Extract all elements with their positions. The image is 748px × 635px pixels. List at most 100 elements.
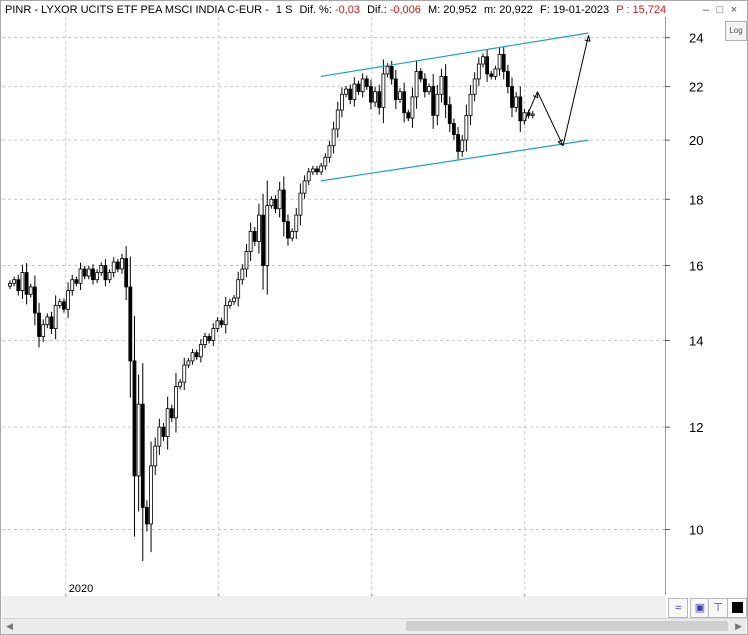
candle-body xyxy=(111,261,116,273)
dif-value: -0,006 xyxy=(389,4,421,16)
candle-body xyxy=(174,386,178,419)
candle-body xyxy=(381,73,386,108)
candle-body xyxy=(460,139,465,152)
candle-body xyxy=(194,352,199,358)
candle-body xyxy=(414,71,419,98)
candle-body xyxy=(431,86,436,116)
zoom-icon[interactable]: ≈ xyxy=(668,598,688,618)
candle-body xyxy=(182,364,187,383)
candle-body xyxy=(356,83,361,93)
color-square-icon[interactable] xyxy=(727,598,747,618)
candle-body xyxy=(452,123,456,135)
minimize-icon[interactable]: – xyxy=(702,4,710,16)
candle-body xyxy=(70,279,75,292)
candle-body xyxy=(340,93,344,111)
candle-body xyxy=(389,66,394,80)
candle-body xyxy=(518,96,523,122)
candle-body xyxy=(447,104,452,124)
candle-body xyxy=(149,465,153,525)
candle-body xyxy=(485,56,490,75)
candle-body xyxy=(161,426,166,437)
candle-body xyxy=(244,251,249,270)
candle-body xyxy=(53,305,58,329)
candle-body xyxy=(505,71,510,87)
max-value: 20,952 xyxy=(443,4,477,16)
candle-body xyxy=(203,336,207,345)
chart-header: PINR - LYXOR UCITS ETF PEA MSCI INDIA C-… xyxy=(5,4,666,16)
candle-body xyxy=(16,279,21,292)
close-icon[interactable]: × xyxy=(730,4,738,16)
save-icon[interactable]: ▣ xyxy=(690,598,710,618)
candle-body xyxy=(323,156,328,167)
x-extra-label: 2020 xyxy=(69,583,93,595)
channel-upper-line xyxy=(320,32,589,78)
projection-segment xyxy=(562,35,589,146)
candle-body xyxy=(302,180,307,194)
horizontal-scrollbar[interactable]: ◀ ▶ xyxy=(2,618,746,634)
candle-body xyxy=(369,86,373,103)
candle-body xyxy=(306,171,311,182)
candle-body xyxy=(290,231,295,239)
candle-body xyxy=(344,88,348,95)
dif-pct-label: Dif. %: xyxy=(299,4,332,16)
candle-body xyxy=(406,112,411,119)
candle-body xyxy=(207,336,212,341)
candle-body xyxy=(335,109,340,130)
candle-body xyxy=(190,352,195,362)
candle-body xyxy=(157,426,162,447)
candle-body xyxy=(49,316,54,329)
projection-arrowhead xyxy=(584,35,591,42)
y-tick-label: 24 xyxy=(689,31,703,46)
scroll-right-icon[interactable]: ▶ xyxy=(735,621,742,631)
candle-body xyxy=(12,279,17,284)
candle-body xyxy=(331,128,336,147)
projection-segment xyxy=(524,91,538,121)
scroll-left-icon[interactable]: ◀ xyxy=(6,621,13,631)
candle-body xyxy=(95,272,100,281)
candle-body xyxy=(120,258,124,270)
candle-body xyxy=(468,93,473,116)
candle-body xyxy=(402,91,407,114)
channel-lower-line xyxy=(320,139,589,182)
log-scale-button[interactable]: Log xyxy=(725,21,747,41)
candle-body xyxy=(422,78,427,93)
candle-body xyxy=(269,198,274,206)
candle-body xyxy=(530,113,535,116)
candle-body xyxy=(115,261,120,270)
projection-arrowhead xyxy=(532,91,539,99)
candle-body xyxy=(265,205,270,266)
candle-body xyxy=(464,114,469,141)
candle-body xyxy=(481,56,485,65)
candle-body xyxy=(219,320,224,326)
candle-body xyxy=(261,214,265,266)
candle-body xyxy=(153,445,158,467)
candle-body xyxy=(439,76,444,95)
candle-body xyxy=(145,507,149,525)
price-chart[interactable]: 101214161820222420202021202220232020 xyxy=(1,1,747,618)
p-label: P : xyxy=(616,4,630,16)
candle-body xyxy=(497,53,502,70)
window-controls: – □ × xyxy=(699,4,741,16)
candle-body xyxy=(103,265,108,281)
symbol-label: PINR - LYXOR UCITS ETF PEA MSCI INDIA C-… xyxy=(5,4,269,16)
candle-body xyxy=(510,86,514,108)
candle-body xyxy=(37,312,41,337)
candle-body xyxy=(257,214,261,242)
candle-body xyxy=(86,268,91,277)
candle-body xyxy=(393,78,398,100)
projection-segment xyxy=(537,91,564,146)
pin-icon[interactable]: ⊤ xyxy=(708,598,728,618)
scroll-thumb[interactable] xyxy=(406,621,728,631)
maximize-icon[interactable]: □ xyxy=(716,4,724,16)
candle-body xyxy=(514,96,519,108)
candle-body xyxy=(443,76,448,106)
candle-body xyxy=(377,91,382,108)
period-label: 1 S xyxy=(275,4,293,16)
candle-body xyxy=(348,88,353,100)
candle-body xyxy=(476,63,481,80)
candle-body xyxy=(211,328,216,341)
candle-body xyxy=(364,78,369,87)
min-label: m: xyxy=(483,4,497,16)
candle-body xyxy=(45,316,50,326)
